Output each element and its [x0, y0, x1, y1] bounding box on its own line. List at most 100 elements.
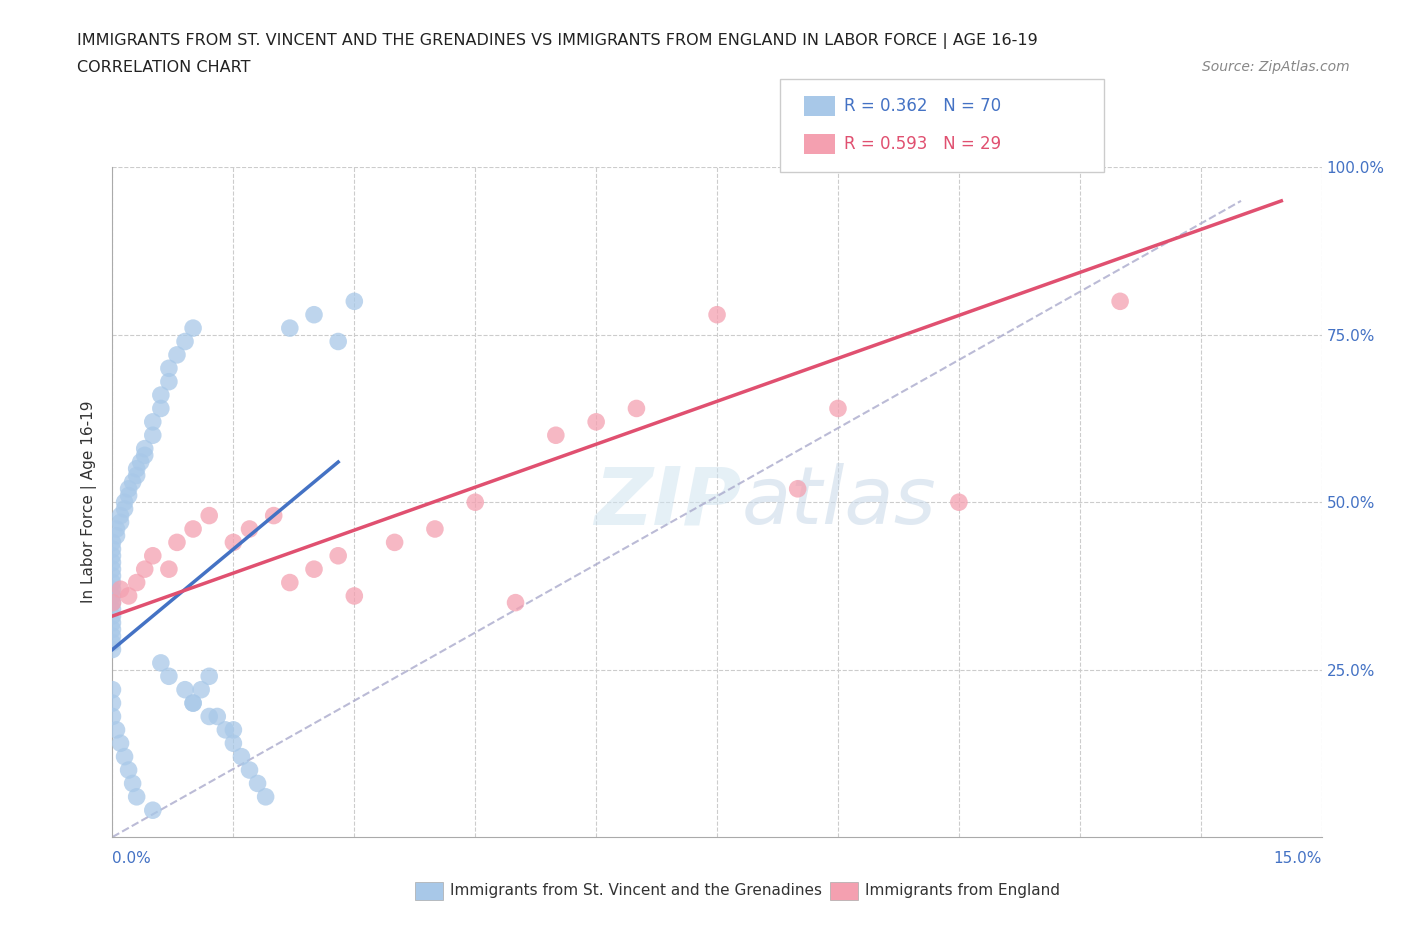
Point [101, 635, 124, 650]
Point [1109, 294, 1132, 309]
Point [328, 549, 350, 564]
Point [101, 608, 124, 623]
Point [101, 602, 124, 617]
Point [149, 388, 172, 403]
Point [142, 428, 165, 443]
Point [105, 522, 128, 537]
Point [278, 575, 301, 590]
Point [174, 683, 197, 698]
Point [948, 495, 970, 510]
Point [174, 334, 197, 349]
Point [101, 629, 124, 644]
Point [278, 321, 301, 336]
Point [166, 535, 188, 550]
Point [222, 535, 245, 550]
Point [157, 669, 180, 684]
Point [157, 562, 180, 577]
Text: atlas: atlas [741, 463, 936, 541]
Point [222, 723, 245, 737]
Point [125, 461, 148, 476]
Point [254, 790, 277, 804]
Point [328, 334, 350, 349]
Point [142, 549, 165, 564]
Point [166, 348, 188, 363]
Point [101, 595, 124, 610]
Point [263, 508, 285, 523]
Point [231, 750, 253, 764]
Point [706, 307, 728, 322]
Point [101, 555, 124, 570]
Point [181, 522, 204, 537]
Point [114, 750, 136, 764]
Point [585, 415, 607, 430]
Point [101, 683, 124, 698]
Point [101, 595, 124, 610]
Point [181, 696, 204, 711]
Text: Source: ZipAtlas.com: Source: ZipAtlas.com [1202, 60, 1350, 74]
Point [101, 582, 124, 597]
Point [114, 501, 136, 516]
Point [134, 448, 156, 463]
Point [101, 562, 124, 577]
Text: R = 0.362   N = 70: R = 0.362 N = 70 [844, 97, 1001, 115]
Point [125, 790, 148, 804]
Text: ZIP: ZIP [593, 463, 741, 541]
Point [626, 401, 648, 416]
Point [190, 683, 212, 698]
Point [129, 455, 152, 470]
Point [101, 549, 124, 564]
Point [157, 374, 180, 389]
Point [125, 575, 148, 590]
Point [117, 763, 139, 777]
Point [149, 401, 172, 416]
Point [222, 736, 245, 751]
Point [827, 401, 849, 416]
Point [142, 415, 165, 430]
Point [125, 468, 148, 483]
Point [101, 575, 124, 590]
Point [101, 589, 124, 604]
Point [384, 535, 406, 550]
Point [246, 776, 269, 790]
Point [181, 321, 204, 336]
Point [117, 482, 139, 497]
Point [101, 622, 124, 637]
Point [198, 669, 221, 684]
Point [157, 361, 180, 376]
Point [114, 495, 136, 510]
Point [117, 589, 139, 604]
Y-axis label: In Labor Force | Age 16-19: In Labor Force | Age 16-19 [80, 401, 97, 604]
Point [198, 508, 221, 523]
Point [101, 616, 124, 631]
Point [121, 474, 143, 489]
Point [101, 541, 124, 556]
Point [134, 562, 156, 577]
Point [214, 723, 236, 737]
Point [101, 642, 124, 657]
Point [198, 709, 221, 724]
Text: R = 0.593   N = 29: R = 0.593 N = 29 [844, 135, 1001, 153]
Point [343, 589, 366, 604]
Point [101, 696, 124, 711]
Point [105, 723, 128, 737]
Text: CORRELATION CHART: CORRELATION CHART [77, 60, 250, 75]
Point [786, 482, 808, 497]
Point [142, 803, 165, 817]
Point [101, 535, 124, 550]
Point [238, 763, 260, 777]
Point [110, 736, 132, 751]
Point [302, 562, 325, 577]
Point [464, 495, 486, 510]
Point [149, 656, 172, 671]
Point [181, 696, 204, 711]
Text: 15.0%: 15.0% [1274, 851, 1322, 866]
Point [343, 294, 366, 309]
Point [505, 595, 527, 610]
Text: Immigrants from England: Immigrants from England [865, 884, 1060, 898]
Point [110, 582, 132, 597]
Point [544, 428, 567, 443]
Point [101, 709, 124, 724]
Point [121, 776, 143, 790]
Point [302, 307, 325, 322]
Text: IMMIGRANTS FROM ST. VINCENT AND THE GRENADINES VS IMMIGRANTS FROM ENGLAND IN LAB: IMMIGRANTS FROM ST. VINCENT AND THE GREN… [77, 33, 1038, 48]
